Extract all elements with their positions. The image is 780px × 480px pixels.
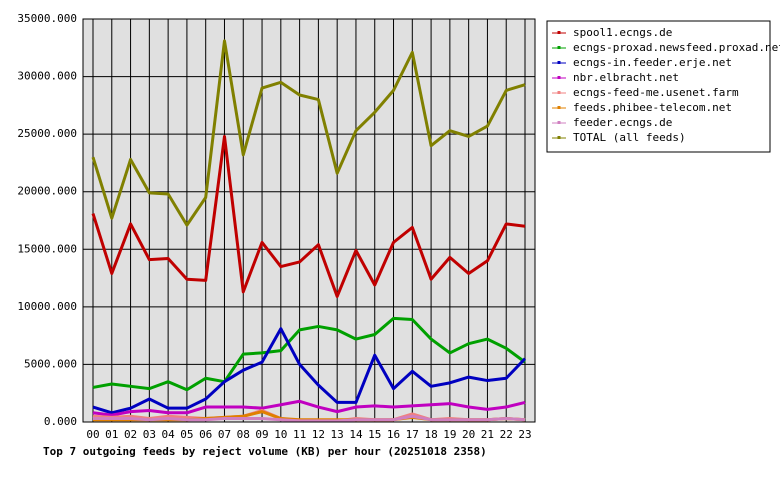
y-tick-label: 15000.000 [17,242,77,255]
grid [83,18,535,423]
series-line [92,327,527,415]
x-tick-label: 15 [368,428,381,441]
x-tick-label: 01 [105,428,118,441]
legend-label: ecngs-feed-me.usenet.farm [573,86,739,99]
legend-marker [557,61,561,64]
x-tick-label: 20 [462,428,475,441]
legend-marker [557,31,561,34]
x-tick-label: 10 [274,428,287,441]
x-tick-label: 05 [180,428,193,441]
y-tick-label: 25000.000 [17,127,77,140]
legend-box [546,20,771,153]
x-tick-label: 09 [255,428,268,441]
series-line [92,399,526,417]
legend: spool1.ecngs.de ecngs-proxad.newsfeed.pro… [552,26,780,144]
series-line [92,316,526,392]
legend-label: ecngs-in.feeder.erje.net [573,56,732,69]
x-tick-label: 23 [518,428,531,441]
legend-marker [557,136,561,139]
legend-marker [557,76,561,79]
y-tick-label: 5000.000 [24,357,77,370]
series-line [93,414,526,423]
x-tick-label: 08 [237,428,250,441]
x-tick-label: 06 [199,428,212,441]
legend-label: feeds.phibee-telecom.net [573,101,732,114]
legend-marker [557,46,561,49]
x-tick-label: 02 [124,428,137,441]
legend-marker [557,106,561,109]
legend-label: ecngs-proxad.newsfeed.proxad.net [573,41,780,54]
legend-marker [557,91,561,94]
lines [91,39,527,423]
chart-title: Top 7 outgoing feeds by reject volume (K… [43,445,487,458]
legend-label: nbr.elbracht.net [573,71,679,84]
x-tick-label: 22 [500,428,513,441]
plot-area [83,19,535,422]
series-line [91,134,526,298]
legend-marker [557,121,561,124]
y-tick-label: 35000.000 [17,12,77,25]
x-tick-label: 03 [143,428,156,441]
y-tick-label: 0.000 [44,415,77,428]
x-tick-label: 00 [86,428,99,441]
y-tick-label: 10000.000 [17,300,77,313]
x-tick-label: 18 [424,428,437,441]
legend-label: feeder.ecngs.de [573,116,672,129]
x-tick-label: 12 [312,428,325,441]
x-tick-label: 07 [218,428,231,441]
legend-label: spool1.ecngs.de [573,26,672,39]
x-tick-label: 21 [481,428,494,441]
series-line [91,39,526,227]
legend-label: TOTAL (all feeds) [573,131,686,144]
x-tick-label: 11 [293,428,306,441]
x-tick-label: 17 [406,428,419,441]
plot-border [82,18,536,423]
x-tick-label: 19 [443,428,456,441]
x-tick-label: 14 [349,428,363,441]
y-tick-label: 30000.000 [17,70,77,83]
x-tick-label: 16 [387,428,400,441]
x-tick-label: 13 [331,428,344,441]
x-tick-label: 04 [162,428,176,441]
y-tick-label: 20000.000 [17,185,77,198]
